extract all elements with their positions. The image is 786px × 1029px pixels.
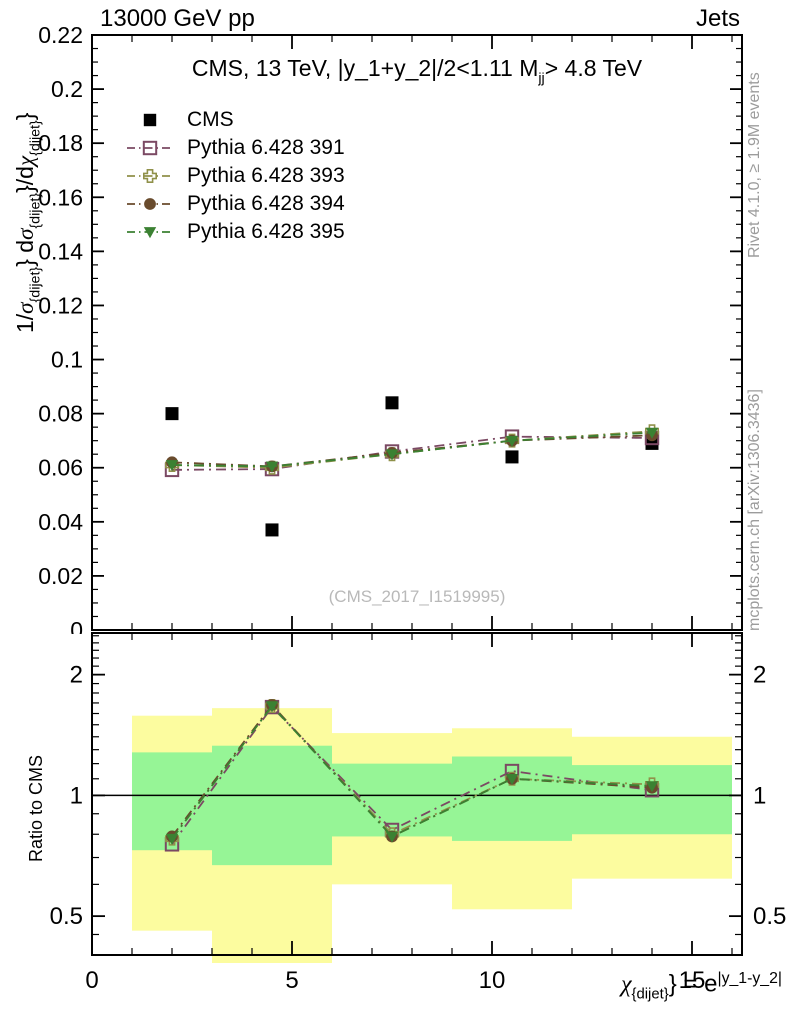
mcplots-reference-note: mcplots.cern.ch [arXiv:1306.3436]: [746, 389, 763, 631]
square-open-legend-glyph: [127, 140, 173, 156]
legend: CMS Pythia 6.428 391 Pythia 6.428 393 Py…: [126, 106, 345, 246]
sigma-symbol: σ: [13, 228, 38, 240]
mc-series-1: [164, 429, 660, 478]
y-axis-label: 1/σ{dijet}} dσ{dijet}}/dχ{dijet}}: [12, 113, 43, 333]
svg-text:15: 15: [679, 967, 706, 994]
green-uncertainty-band: [452, 756, 572, 841]
legend-item-pythia-394: Pythia 6.428 394: [126, 190, 345, 218]
y-label-subscript: {dijet}: [27, 266, 44, 303]
cross-open-legend-glyph: [127, 169, 173, 183]
svg-text:0.5: 0.5: [50, 903, 83, 930]
svg-text:0.06: 0.06: [38, 455, 83, 481]
svg-text:0.2: 0.2: [51, 76, 83, 102]
svg-text:5: 5: [285, 967, 298, 994]
pythia-394-marker-icon: [126, 196, 174, 212]
y-label-part: 1/: [12, 313, 38, 333]
green-uncertainty-band: [572, 765, 732, 835]
legend-label-pythia-393: Pythia 6.428 393: [187, 164, 345, 187]
plot-title-subscript: jj: [538, 70, 545, 87]
sigma-symbol: σ: [13, 302, 38, 314]
x-label-subscript: {dijet}: [631, 986, 669, 1003]
legend-item-cms: CMS: [126, 106, 345, 134]
svg-text:0.16: 0.16: [38, 184, 83, 210]
circle-filled-legend-glyph: [127, 198, 173, 210]
y-label-part: }: [12, 112, 38, 121]
y-label-subscript: {dijet}: [27, 192, 44, 229]
svg-text:0.14: 0.14: [38, 238, 83, 264]
green-uncertainty-band: [332, 763, 452, 837]
legend-label-cms: CMS: [187, 108, 234, 131]
cms-marker-icon: [126, 112, 174, 128]
plot-title: CMS, 13 TeV, |y_1+y_2|/2<1.11 Mjj> 4.8 T…: [92, 55, 742, 86]
main-panel-border: [91, 34, 743, 631]
x-axis-label: χ{dijet}} = e|y_1-y_2|: [621, 970, 782, 1002]
svg-text:0.04: 0.04: [38, 509, 83, 535]
x-label-part: } = e: [668, 970, 718, 998]
svg-text:0.1: 0.1: [51, 347, 83, 373]
uncertainty-bands: [132, 708, 732, 963]
svg-text:0: 0: [70, 617, 83, 643]
y-label-part: } d: [12, 239, 38, 267]
analysis-type-label: Jets: [695, 5, 740, 32]
svg-text:1: 1: [753, 782, 766, 809]
pythia-391-marker-icon: [126, 140, 174, 156]
svg-text:0.18: 0.18: [38, 130, 83, 156]
legend-label-pythia-395: Pythia 6.428 395: [187, 220, 345, 243]
legend-label-pythia-391: Pythia 6.428 391: [187, 136, 345, 159]
square-filled-legend-glyph: [143, 113, 157, 127]
svg-text:0: 0: [85, 967, 98, 994]
ratio-axis-label: Ratio to CMS: [26, 754, 46, 862]
green-uncertainty-band: [212, 745, 332, 866]
svg-text:0.08: 0.08: [38, 401, 83, 427]
svg-text:10: 10: [479, 967, 506, 994]
svg-text:0.12: 0.12: [38, 292, 83, 318]
mc-series-4: [165, 427, 659, 473]
svg-text:1: 1: [70, 782, 83, 809]
legend-item-pythia-393: Pythia 6.428 393: [126, 162, 345, 190]
pythia-395-marker-icon: [126, 224, 174, 240]
ratio-tick-labels: 0.5 0.5 1 1 2 2: [50, 662, 786, 930]
y-label-part: }/d: [12, 166, 38, 193]
svg-text:0.5: 0.5: [753, 903, 786, 930]
y-label-subscript: {dijet}: [27, 120, 44, 156]
chi-symbol: χ: [620, 971, 632, 998]
svg-text:0.22: 0.22: [38, 22, 83, 48]
svg-text:0.02: 0.02: [38, 563, 83, 589]
main-plot-series: [164, 396, 660, 537]
legend-item-pythia-391: Pythia 6.428 391: [126, 134, 345, 162]
legend-item-pythia-395: Pythia 6.428 395: [126, 218, 345, 246]
cms-data-points: [165, 396, 659, 537]
legend-label-pythia-394: Pythia 6.428 394: [187, 192, 345, 215]
ratio-plot-series: [164, 699, 660, 852]
ratio-series-4: [165, 701, 659, 845]
svg-text:2: 2: [753, 662, 766, 689]
plot-title-main: CMS, 13 TeV, |y_1+y_2|/2<1.11 M: [191, 55, 539, 81]
x-tick-labels: 0 5 10 15: [85, 967, 705, 994]
svg-text:2: 2: [70, 662, 83, 689]
rivet-version-note: Rivet 4.1.0, ≥ 1.9M events: [746, 72, 763, 258]
main-y-tick-labels: 0 0.02 0.04 0.06 0.08 0.1 0.12 0.14 0.16 0.18 0.2 0…: [38, 22, 83, 643]
plot-title-tail: > 4.8 TeV: [544, 55, 643, 81]
beam-energy-label: 13000 GeV pp: [100, 5, 255, 32]
triangle-down-filled-legend-glyph: [127, 227, 173, 239]
chi-symbol: χ: [13, 155, 38, 167]
ratio-panel-border: [91, 632, 743, 956]
x-label-superscript: |y_1-y_2|: [717, 970, 782, 987]
analysis-id-watermark: (CMS_2017_I1519995): [328, 587, 506, 606]
pythia-393-marker-icon: [126, 168, 174, 184]
